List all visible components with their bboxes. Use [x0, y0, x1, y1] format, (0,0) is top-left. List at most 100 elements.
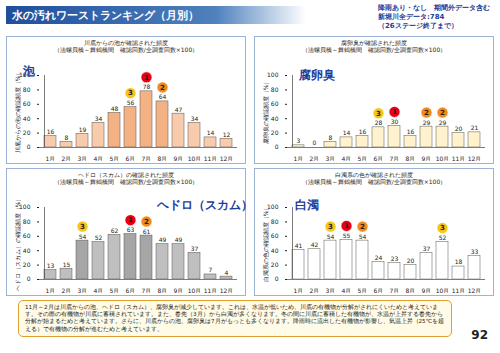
svg-text:49: 49 [175, 236, 183, 243]
svg-text:54: 54 [327, 233, 335, 240]
svg-text:4月: 4月 [342, 155, 352, 161]
svg-text:0: 0 [27, 275, 31, 282]
svg-text:52: 52 [95, 234, 103, 241]
svg-text:1月: 1月 [46, 287, 56, 293]
svg-text:40: 40 [271, 115, 279, 122]
svg-text:11月: 11月 [204, 287, 218, 293]
svg-text:33: 33 [471, 248, 479, 255]
svg-text:60: 60 [23, 232, 31, 239]
svg-text:7月: 7月 [390, 287, 400, 293]
svg-text:4: 4 [225, 269, 229, 276]
svg-text:0: 0 [27, 143, 31, 150]
svg-text:63: 63 [127, 226, 135, 233]
svg-text:60: 60 [271, 100, 279, 107]
svg-text:29: 29 [439, 119, 447, 126]
svg-text:18: 18 [455, 258, 463, 265]
svg-text:3月: 3月 [326, 287, 336, 293]
svg-text:34: 34 [95, 115, 103, 122]
svg-text:1: 1 [392, 108, 397, 116]
svg-text:2: 2 [160, 84, 165, 92]
svg-text:1月: 1月 [46, 155, 56, 161]
svg-text:100: 100 [19, 203, 31, 210]
svg-text:0: 0 [313, 139, 317, 146]
svg-text:64: 64 [159, 93, 167, 100]
svg-text:29: 29 [423, 119, 431, 126]
svg-text:3月: 3月 [78, 287, 88, 293]
svg-text:10月: 10月 [436, 155, 450, 161]
svg-text:60: 60 [271, 232, 279, 239]
svg-text:14: 14 [343, 129, 351, 136]
svg-text:3: 3 [80, 223, 85, 231]
svg-text:12月: 12月 [220, 287, 234, 293]
svg-text:9月: 9月 [422, 287, 432, 293]
svg-text:2月: 2月 [310, 155, 320, 161]
svg-text:41: 41 [295, 242, 303, 249]
svg-text:54: 54 [79, 233, 87, 240]
svg-text:10月: 10月 [436, 287, 450, 293]
svg-text:2月: 2月 [310, 287, 320, 293]
svg-text:20: 20 [271, 261, 279, 268]
svg-text:4月: 4月 [94, 155, 104, 161]
svg-text:8月: 8月 [406, 155, 416, 161]
svg-text:4月: 4月 [342, 287, 352, 293]
svg-text:37: 37 [191, 245, 199, 252]
svg-text:13: 13 [47, 262, 55, 269]
svg-text:16: 16 [47, 128, 55, 135]
svg-text:12月: 12月 [468, 287, 482, 293]
svg-text:6月: 6月 [374, 155, 384, 161]
svg-text:川底からの泡の確認頻度（%）: 川底からの泡の確認頻度（%） [14, 70, 22, 154]
svg-text:40: 40 [271, 247, 279, 254]
svg-text:2: 2 [144, 218, 149, 226]
svg-text:15: 15 [63, 261, 71, 268]
svg-text:3: 3 [440, 224, 445, 232]
svg-text:30: 30 [391, 118, 399, 125]
svg-text:5月: 5月 [110, 155, 120, 161]
svg-text:2: 2 [360, 223, 365, 231]
svg-text:80: 80 [271, 218, 279, 225]
svg-text:11月: 11月 [452, 155, 466, 161]
svg-text:80: 80 [23, 218, 31, 225]
svg-text:7月: 7月 [142, 155, 152, 161]
svg-text:28: 28 [375, 119, 383, 126]
svg-text:16: 16 [407, 128, 415, 135]
svg-text:7: 7 [209, 266, 213, 273]
svg-text:3: 3 [328, 223, 333, 231]
svg-text:1: 1 [344, 222, 349, 230]
svg-text:48: 48 [111, 105, 119, 112]
svg-text:20: 20 [407, 257, 415, 264]
svg-text:61: 61 [143, 228, 151, 235]
svg-text:3: 3 [128, 89, 133, 97]
svg-text:9月: 9月 [174, 287, 184, 293]
svg-text:8月: 8月 [406, 287, 416, 293]
svg-text:6月: 6月 [374, 287, 384, 293]
svg-text:78: 78 [143, 83, 151, 90]
svg-text:80: 80 [23, 86, 31, 93]
svg-text:2月: 2月 [62, 155, 72, 161]
svg-text:1: 1 [144, 74, 149, 82]
svg-text:42: 42 [311, 241, 319, 248]
svg-text:8: 8 [329, 134, 333, 141]
svg-text:20: 20 [23, 129, 31, 136]
svg-text:0: 0 [275, 275, 279, 282]
svg-text:16: 16 [359, 128, 367, 135]
svg-text:12: 12 [223, 131, 231, 138]
svg-text:1: 1 [128, 216, 133, 224]
svg-text:3月: 3月 [326, 155, 336, 161]
svg-text:2: 2 [440, 109, 445, 117]
svg-text:8: 8 [65, 134, 69, 141]
svg-text:9月: 9月 [422, 155, 432, 161]
svg-text:21: 21 [471, 124, 479, 131]
svg-text:5月: 5月 [358, 155, 368, 161]
svg-text:ヘドロ（スカム）の確認頻度（%）: ヘドロ（スカム）の確認頻度（%） [14, 196, 22, 292]
svg-text:7月: 7月 [142, 287, 152, 293]
svg-text:6月: 6月 [126, 155, 136, 161]
svg-text:3: 3 [297, 137, 301, 144]
svg-text:14: 14 [207, 129, 215, 136]
svg-text:20: 20 [455, 125, 463, 132]
svg-text:55: 55 [343, 232, 351, 239]
svg-text:11月: 11月 [452, 287, 466, 293]
svg-text:2: 2 [424, 109, 429, 117]
svg-text:20: 20 [23, 261, 31, 268]
svg-text:19: 19 [79, 126, 87, 133]
svg-text:白濁系の色の確認頻度（%）: 白濁系の色の確認頻度（%） [262, 205, 270, 283]
